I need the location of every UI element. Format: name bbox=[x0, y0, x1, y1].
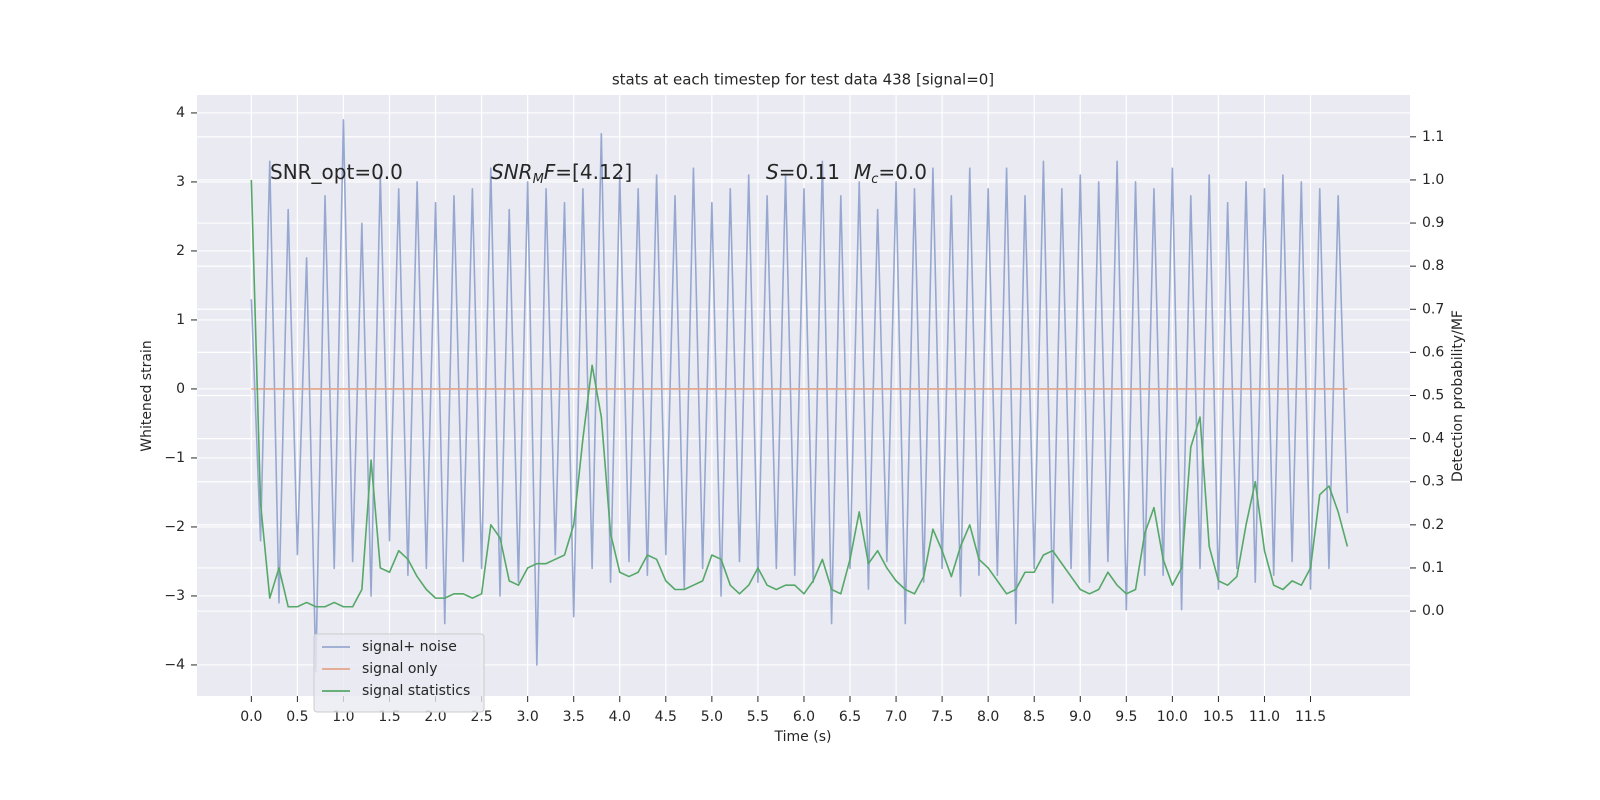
x-tick-label: 10.0 bbox=[1157, 709, 1188, 725]
y2-tick-label: 0.0 bbox=[1422, 603, 1444, 619]
annotation-part: =0.0 bbox=[878, 160, 927, 184]
y2-tick-label: 0.2 bbox=[1422, 517, 1444, 533]
annotation-part: M bbox=[854, 160, 871, 184]
series-layer bbox=[250, 119, 1349, 673]
y-tick-label: −3 bbox=[164, 588, 185, 604]
annotation-part: SNR_opt=0.0 bbox=[270, 160, 403, 184]
y2-tick-label: 0.7 bbox=[1422, 301, 1444, 317]
y-tick-label: 2 bbox=[176, 243, 185, 259]
x-tick-label: 0.5 bbox=[286, 709, 308, 725]
x-tick-label: 7.5 bbox=[931, 709, 953, 725]
x-tick-label: 1.5 bbox=[378, 709, 400, 725]
x-tick-label: 0.0 bbox=[240, 709, 262, 725]
x-tick-label: 4.5 bbox=[655, 709, 677, 725]
annotation: SNR_opt=0.0 bbox=[270, 160, 403, 184]
annotation-part: S bbox=[766, 160, 779, 184]
x-tick-label: 10.5 bbox=[1203, 709, 1234, 725]
annotation-part: =0.11 bbox=[779, 160, 840, 184]
x-tick-label: 3.0 bbox=[517, 709, 539, 725]
y-tick-label: −4 bbox=[164, 657, 185, 673]
y2-tick-label: 0.9 bbox=[1422, 215, 1444, 231]
y-tick-label: 1 bbox=[176, 312, 185, 328]
y2-tick-label: 1.1 bbox=[1422, 129, 1444, 145]
x-tick-label: 5.5 bbox=[747, 709, 769, 725]
legend-label: signal only bbox=[362, 661, 437, 677]
x-tick-label: 2.0 bbox=[424, 709, 446, 725]
annotation-part: M bbox=[533, 172, 544, 187]
legend-box bbox=[313, 633, 485, 713]
y-tick-label: −1 bbox=[164, 450, 185, 466]
y2-tick-label: 0.8 bbox=[1422, 258, 1444, 274]
chart-title: stats at each timestep for test data 438… bbox=[612, 71, 994, 89]
annotation: S=0.11 Mc=0.0 bbox=[766, 160, 927, 187]
x-tick-label: 6.0 bbox=[793, 709, 815, 725]
annotation-part: =[4.12] bbox=[555, 160, 632, 184]
annotation-part: F bbox=[544, 160, 556, 184]
y2-tick-label: 1.0 bbox=[1422, 172, 1444, 188]
x-tick-label: 8.5 bbox=[1023, 709, 1045, 725]
annotation: SNRMF=[4.12] bbox=[491, 160, 632, 187]
y-tick-label: 0 bbox=[176, 381, 185, 397]
y2-tick-label: 0.4 bbox=[1422, 431, 1444, 447]
y-tick-label: 3 bbox=[176, 174, 185, 190]
series-line bbox=[250, 179, 1349, 608]
x-tick-label: 6.5 bbox=[839, 709, 861, 725]
x-tick-label: 2.5 bbox=[470, 709, 492, 725]
x-tick-label: 11.5 bbox=[1295, 709, 1326, 725]
x-tick-label: 9.0 bbox=[1069, 709, 1091, 725]
y2-tick-label: 0.6 bbox=[1422, 344, 1444, 360]
y2-tick-label: 0.1 bbox=[1422, 560, 1444, 576]
y2-axis-label: Detection probability/MF bbox=[1450, 310, 1466, 482]
legend-label: signal+ noise bbox=[362, 639, 457, 655]
y2-tick-label: 0.5 bbox=[1422, 388, 1444, 404]
legend-label: signal statistics bbox=[362, 683, 470, 699]
y-tick-label: 4 bbox=[176, 105, 185, 121]
y2-tick-label: 0.3 bbox=[1422, 474, 1444, 490]
y-tick-label: −2 bbox=[164, 519, 185, 535]
x-tick-label: 9.5 bbox=[1115, 709, 1137, 725]
x-tick-label: 7.0 bbox=[885, 709, 907, 725]
x-tick-label: 11.0 bbox=[1249, 709, 1280, 725]
x-tick-label: 3.5 bbox=[563, 709, 585, 725]
x-tick-label: 5.0 bbox=[701, 709, 723, 725]
annotation-part: c bbox=[871, 172, 878, 187]
series-line bbox=[250, 119, 1349, 673]
x-tick-label: 8.0 bbox=[977, 709, 999, 725]
x-tick-label: 4.0 bbox=[609, 709, 631, 725]
annotation-part: SNR bbox=[491, 160, 533, 184]
x-tick-label: 1.0 bbox=[332, 709, 354, 725]
y-axis-label: Whitened strain bbox=[139, 340, 155, 451]
x-axis-label: Time (s) bbox=[774, 729, 832, 745]
